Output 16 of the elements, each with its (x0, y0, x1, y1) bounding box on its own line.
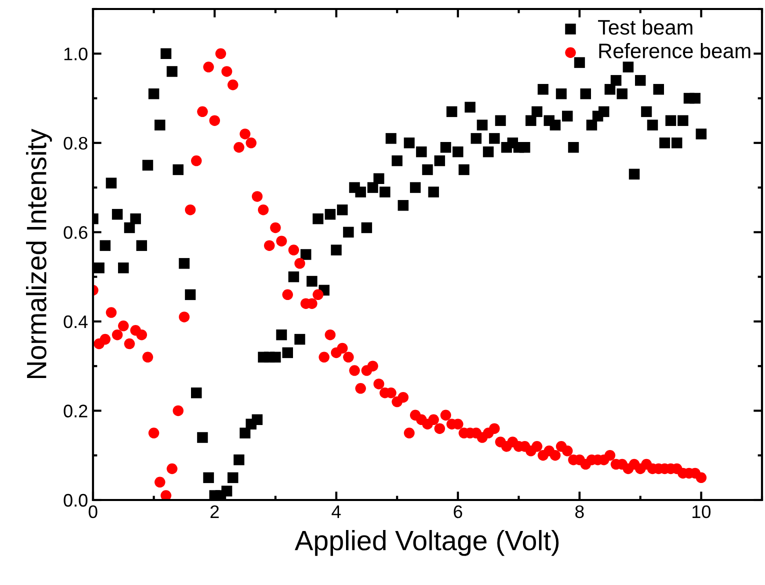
x-tick-label: 4 (332, 506, 341, 518)
x-axis-title: Applied Voltage (Volt) (294, 530, 559, 556)
x-tick-label: 2 (210, 505, 219, 518)
y-axis-title: Normalized Intensity (26, 128, 52, 378)
y-tick-label: 0.0 (64, 494, 88, 507)
x-tick-label: 0 (88, 505, 98, 518)
y-tick-label: 1.0 (64, 48, 88, 60)
x-tick-label: 6 (454, 505, 462, 518)
x-tick-label: 10 (692, 505, 711, 518)
y-tick-label: 0.2 (64, 404, 88, 418)
y-tick-label: 0.4 (64, 315, 88, 328)
y-tick-label: 0.6 (64, 226, 88, 239)
legend-label: Test beam (598, 19, 692, 35)
legend-label: Reference beam (599, 43, 750, 58)
y-tick-label: 0.8 (64, 136, 88, 150)
x-tick-label: 8 (575, 505, 584, 518)
